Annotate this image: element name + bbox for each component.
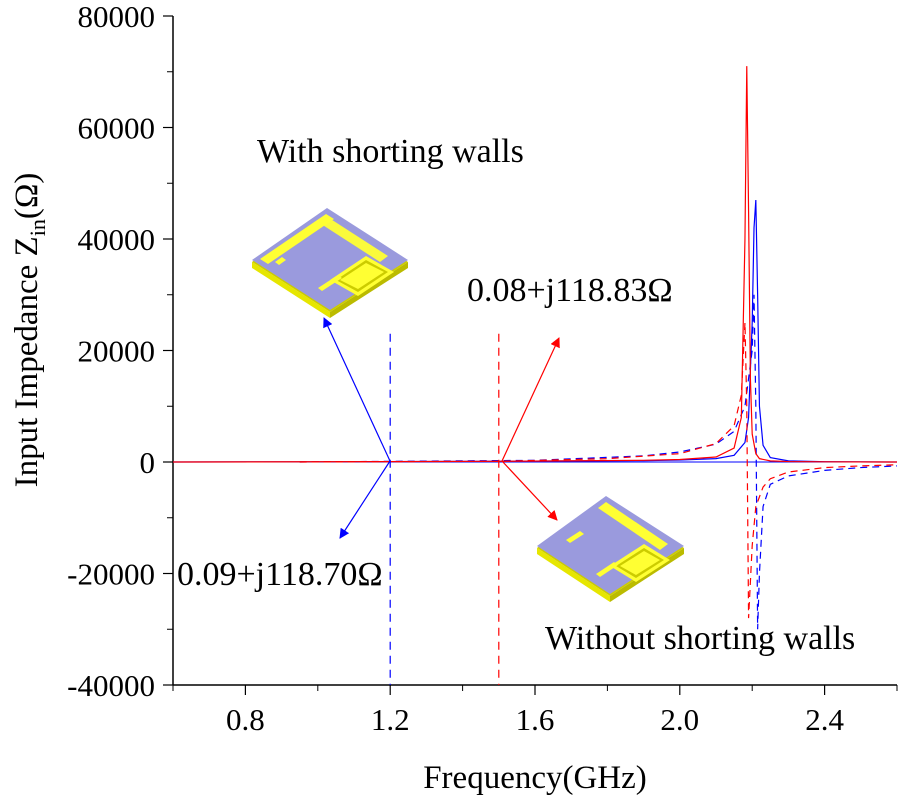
- x-tick-label: 1.6: [516, 702, 555, 737]
- series-line-4: [299, 322, 897, 619]
- arrow-without-down: [501, 460, 558, 521]
- marker-lines: [389, 333, 500, 685]
- x-tick-labels: 0.8 1.2 1.6 2.0 2.4: [226, 702, 844, 737]
- y-tick-label: 0: [140, 445, 156, 480]
- x-axis-title: Frequency(GHz): [423, 760, 647, 796]
- x-tick-label: 2.0: [660, 702, 699, 737]
- arrow-without-up: [501, 337, 560, 462]
- series-line-3: [173, 66, 897, 463]
- y-tick-label: 20000: [78, 334, 156, 369]
- arrow-with-up: [323, 317, 391, 462]
- x-tick-label: 1.2: [371, 702, 410, 737]
- x-tick-label: 0.8: [226, 702, 265, 737]
- y-tick-label: 80000: [78, 0, 156, 34]
- series-layer: [173, 66, 897, 630]
- antenna-with-walls-icon: [252, 208, 408, 318]
- y-axis-title-main: Input Impedance Z: [9, 236, 45, 487]
- y-tick-label: -40000: [67, 668, 155, 703]
- y-axis-title-unit: (Ω): [9, 173, 45, 220]
- with-shorting-label: With shorting walls: [257, 133, 524, 170]
- y-axis-title-sub: in: [25, 219, 50, 236]
- y-tick-label: 40000: [78, 222, 156, 257]
- series-line-1: [173, 199, 897, 463]
- impedance-with-label: 0.09+j118.70Ω: [177, 556, 383, 593]
- impedance-without-label: 0.08+j118.83Ω: [467, 272, 673, 309]
- y-tick-label: -20000: [67, 557, 155, 592]
- y-axis-title: Input Impedance Zin(Ω): [9, 173, 50, 488]
- y-tick-label: 60000: [78, 111, 156, 146]
- arrow-with-down: [339, 460, 391, 539]
- y-tick-labels: 80000 60000 40000 20000 0 -20000 -40000: [67, 0, 155, 703]
- without-shorting-label: Without shorting walls: [545, 620, 855, 657]
- series-line-2: [299, 294, 897, 630]
- antenna-without-walls-icon: [537, 496, 684, 602]
- x-tick-label: 2.4: [805, 702, 844, 737]
- axis-ticks: [163, 15, 898, 695]
- annotation-arrows: [323, 317, 560, 539]
